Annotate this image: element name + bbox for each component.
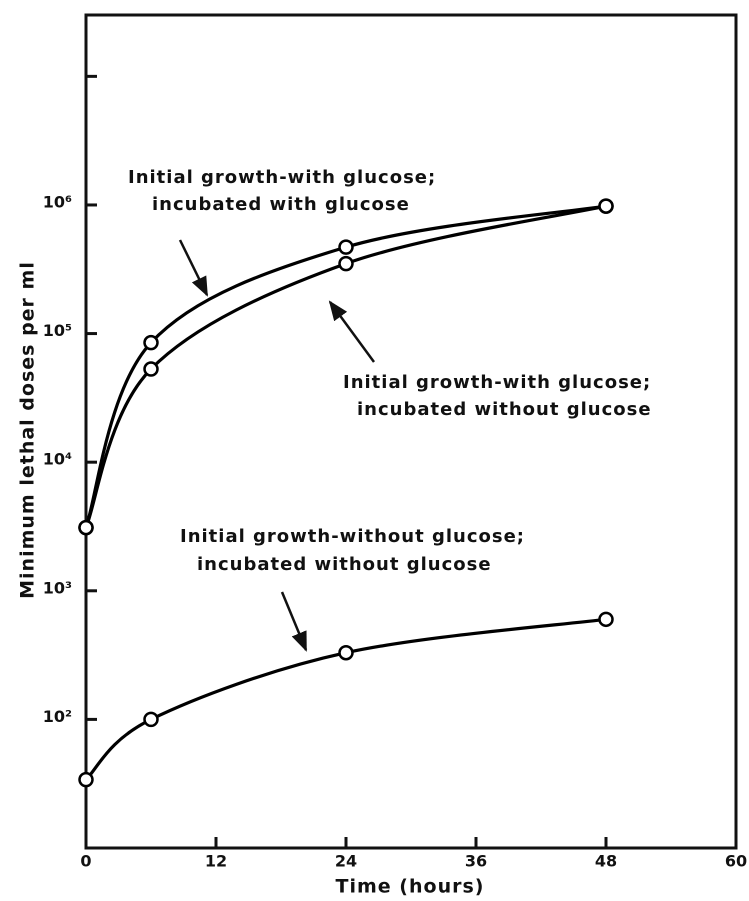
plot-frame xyxy=(84,13,738,850)
x-tick-label: 48 xyxy=(595,852,617,871)
series-line xyxy=(84,617,607,781)
annotation: Initial growth-without glucose; xyxy=(180,526,525,547)
y-tick-label: 10⁴ xyxy=(43,450,72,469)
data-point xyxy=(143,334,159,351)
data-point xyxy=(598,198,614,214)
arrow xyxy=(328,300,376,363)
x-tick-label: 24 xyxy=(335,852,357,871)
annotation: incubated with glucose xyxy=(152,194,410,215)
y-tick-label: 10² xyxy=(43,707,72,726)
series-line xyxy=(84,204,607,529)
data-point xyxy=(78,519,94,536)
series-line xyxy=(84,204,607,529)
y-tick-label: 10⁶ xyxy=(43,192,72,211)
data-point xyxy=(78,771,94,788)
annotation: Initial growth-with glucose; xyxy=(343,372,651,393)
y-tick-label: 10³ xyxy=(43,578,72,597)
data-point xyxy=(598,611,614,628)
x-tick-label: 60 xyxy=(725,852,747,871)
y-axis-label: Minimum lethal doses per ml xyxy=(17,261,39,599)
annotation: Initial growth-with glucose; xyxy=(128,167,436,188)
data-point xyxy=(143,361,159,377)
data-point xyxy=(338,239,354,255)
y-tick-label: 10⁵ xyxy=(43,321,72,340)
x-tick-label: 12 xyxy=(205,852,227,871)
arrow xyxy=(280,591,308,652)
data-point xyxy=(338,255,354,272)
data-point xyxy=(143,711,159,728)
annotation: incubated without glucose xyxy=(197,554,492,575)
annotation: incubated without glucose xyxy=(357,399,652,420)
x-axis-label: Time (hours) xyxy=(336,876,485,898)
x-tick-label: 0 xyxy=(80,852,91,871)
data-point xyxy=(338,644,354,661)
arrow xyxy=(178,239,209,297)
x-tick-label: 36 xyxy=(465,852,487,871)
